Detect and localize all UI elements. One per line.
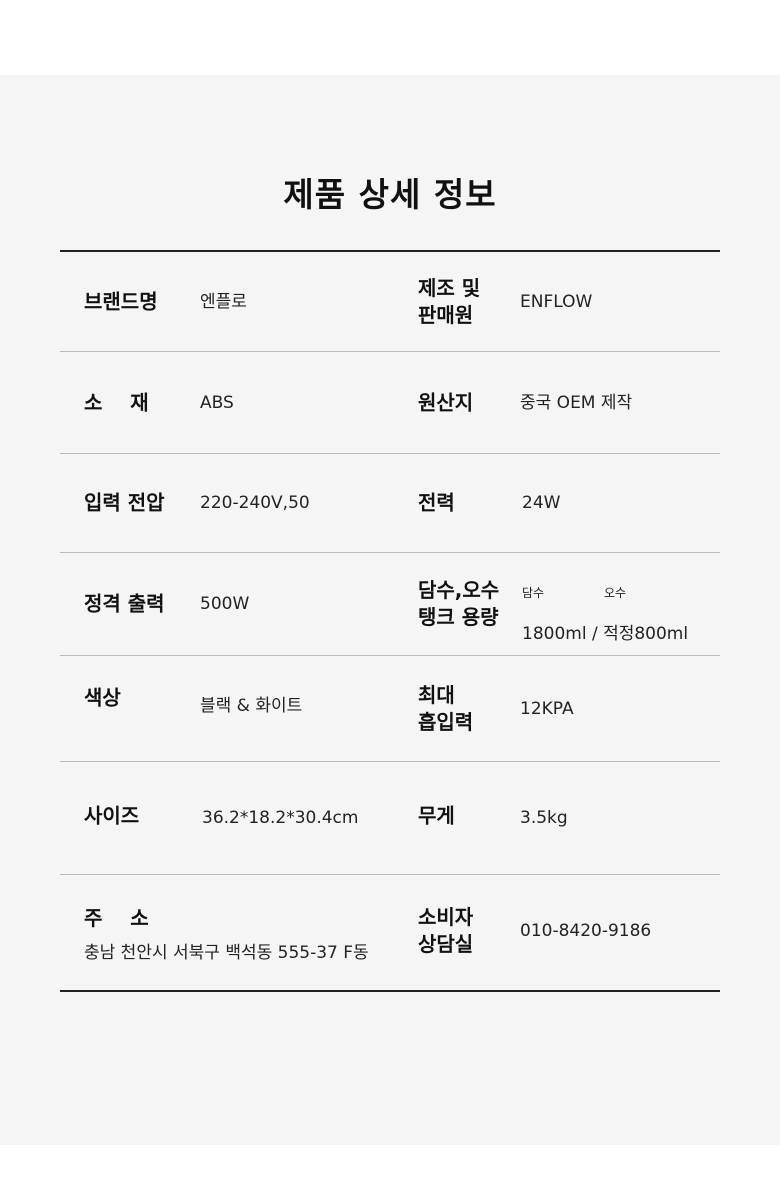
address-cell: 주 소 충남 천안시 서북구 백석동 555-37 F동 [84, 905, 369, 964]
value-manufacturer: ENFLOW [520, 291, 593, 312]
label-address: 주 소 [84, 906, 149, 930]
label-size: 사이즈 [84, 803, 140, 828]
label-material: 소 재 [84, 390, 149, 414]
label-manufacturer: 제조 및 판매원 [418, 275, 481, 327]
value-customer-service: 010-8420-9186 [520, 921, 652, 942]
table-row: 소 재 ABS 원산지 중국 OEM 제작 [60, 352, 720, 454]
label-brand: 브랜드명 [84, 289, 158, 313]
value-brand: 엔플로 [200, 291, 247, 312]
tank-capacity-text: 1800ml / 적정800ml [522, 624, 689, 644]
value-address: 충남 천안시 서북구 백석동 555-37 F동 [84, 943, 369, 963]
value-power: 24W [522, 493, 561, 513]
table-row: 정격 출력 500W 담수,오수 탱크 용량 담수 오수 1800ml / 적정8… [60, 553, 720, 656]
value-tank-capacity: 담수 오수 1800ml / 적정800ml [522, 563, 722, 645]
label-tank-capacity: 담수,오수 탱크 용량 [418, 578, 500, 629]
label-origin: 원산지 [418, 390, 474, 414]
value-material: ABS [200, 392, 234, 413]
waste-water-label: 오수 [604, 586, 627, 600]
label-rated-output: 정격 출력 [84, 591, 165, 616]
label-color: 색상 [84, 685, 121, 710]
value-weight: 3.5kg [520, 808, 568, 828]
value-input-voltage: 220-240V,50 [200, 493, 310, 513]
value-size: 36.2*18.2*30.4cm [202, 808, 359, 828]
label-input-voltage: 입력 전압 [84, 490, 165, 515]
fresh-water-label: 담수 [522, 586, 545, 600]
content-panel [0, 75, 780, 1145]
label-max-suction: 최대 흡입력 [418, 682, 474, 734]
table-row: 브랜드명 엔플로 제조 및 판매원 ENFLOW [60, 252, 720, 352]
page-title: 제품 상세 정보 [283, 175, 497, 214]
value-rated-output: 500W [200, 594, 250, 614]
table-row: 입력 전압 220-240V,50 전력 24W [60, 454, 720, 553]
table-row: 색상 블랙 & 화이트 최대 흡입력 12KPA [60, 656, 720, 762]
value-max-suction: 12KPA [520, 698, 574, 719]
table-row: 주 소 충남 천안시 서북구 백석동 555-37 F동 소비자 상담실 010… [60, 875, 720, 990]
table-row: 사이즈 36.2*18.2*30.4cm 무게 3.5kg [60, 762, 720, 875]
label-weight: 무게 [418, 803, 455, 828]
label-power: 전력 [418, 490, 455, 515]
product-info-table: 브랜드명 엔플로 제조 및 판매원 ENFLOW 소 재 ABS 원산지 중국 … [60, 250, 720, 992]
label-customer-service: 소비자 상담실 [418, 905, 474, 957]
value-origin: 중국 OEM 제작 [520, 392, 633, 413]
value-color: 블랙 & 화이트 [200, 696, 303, 717]
